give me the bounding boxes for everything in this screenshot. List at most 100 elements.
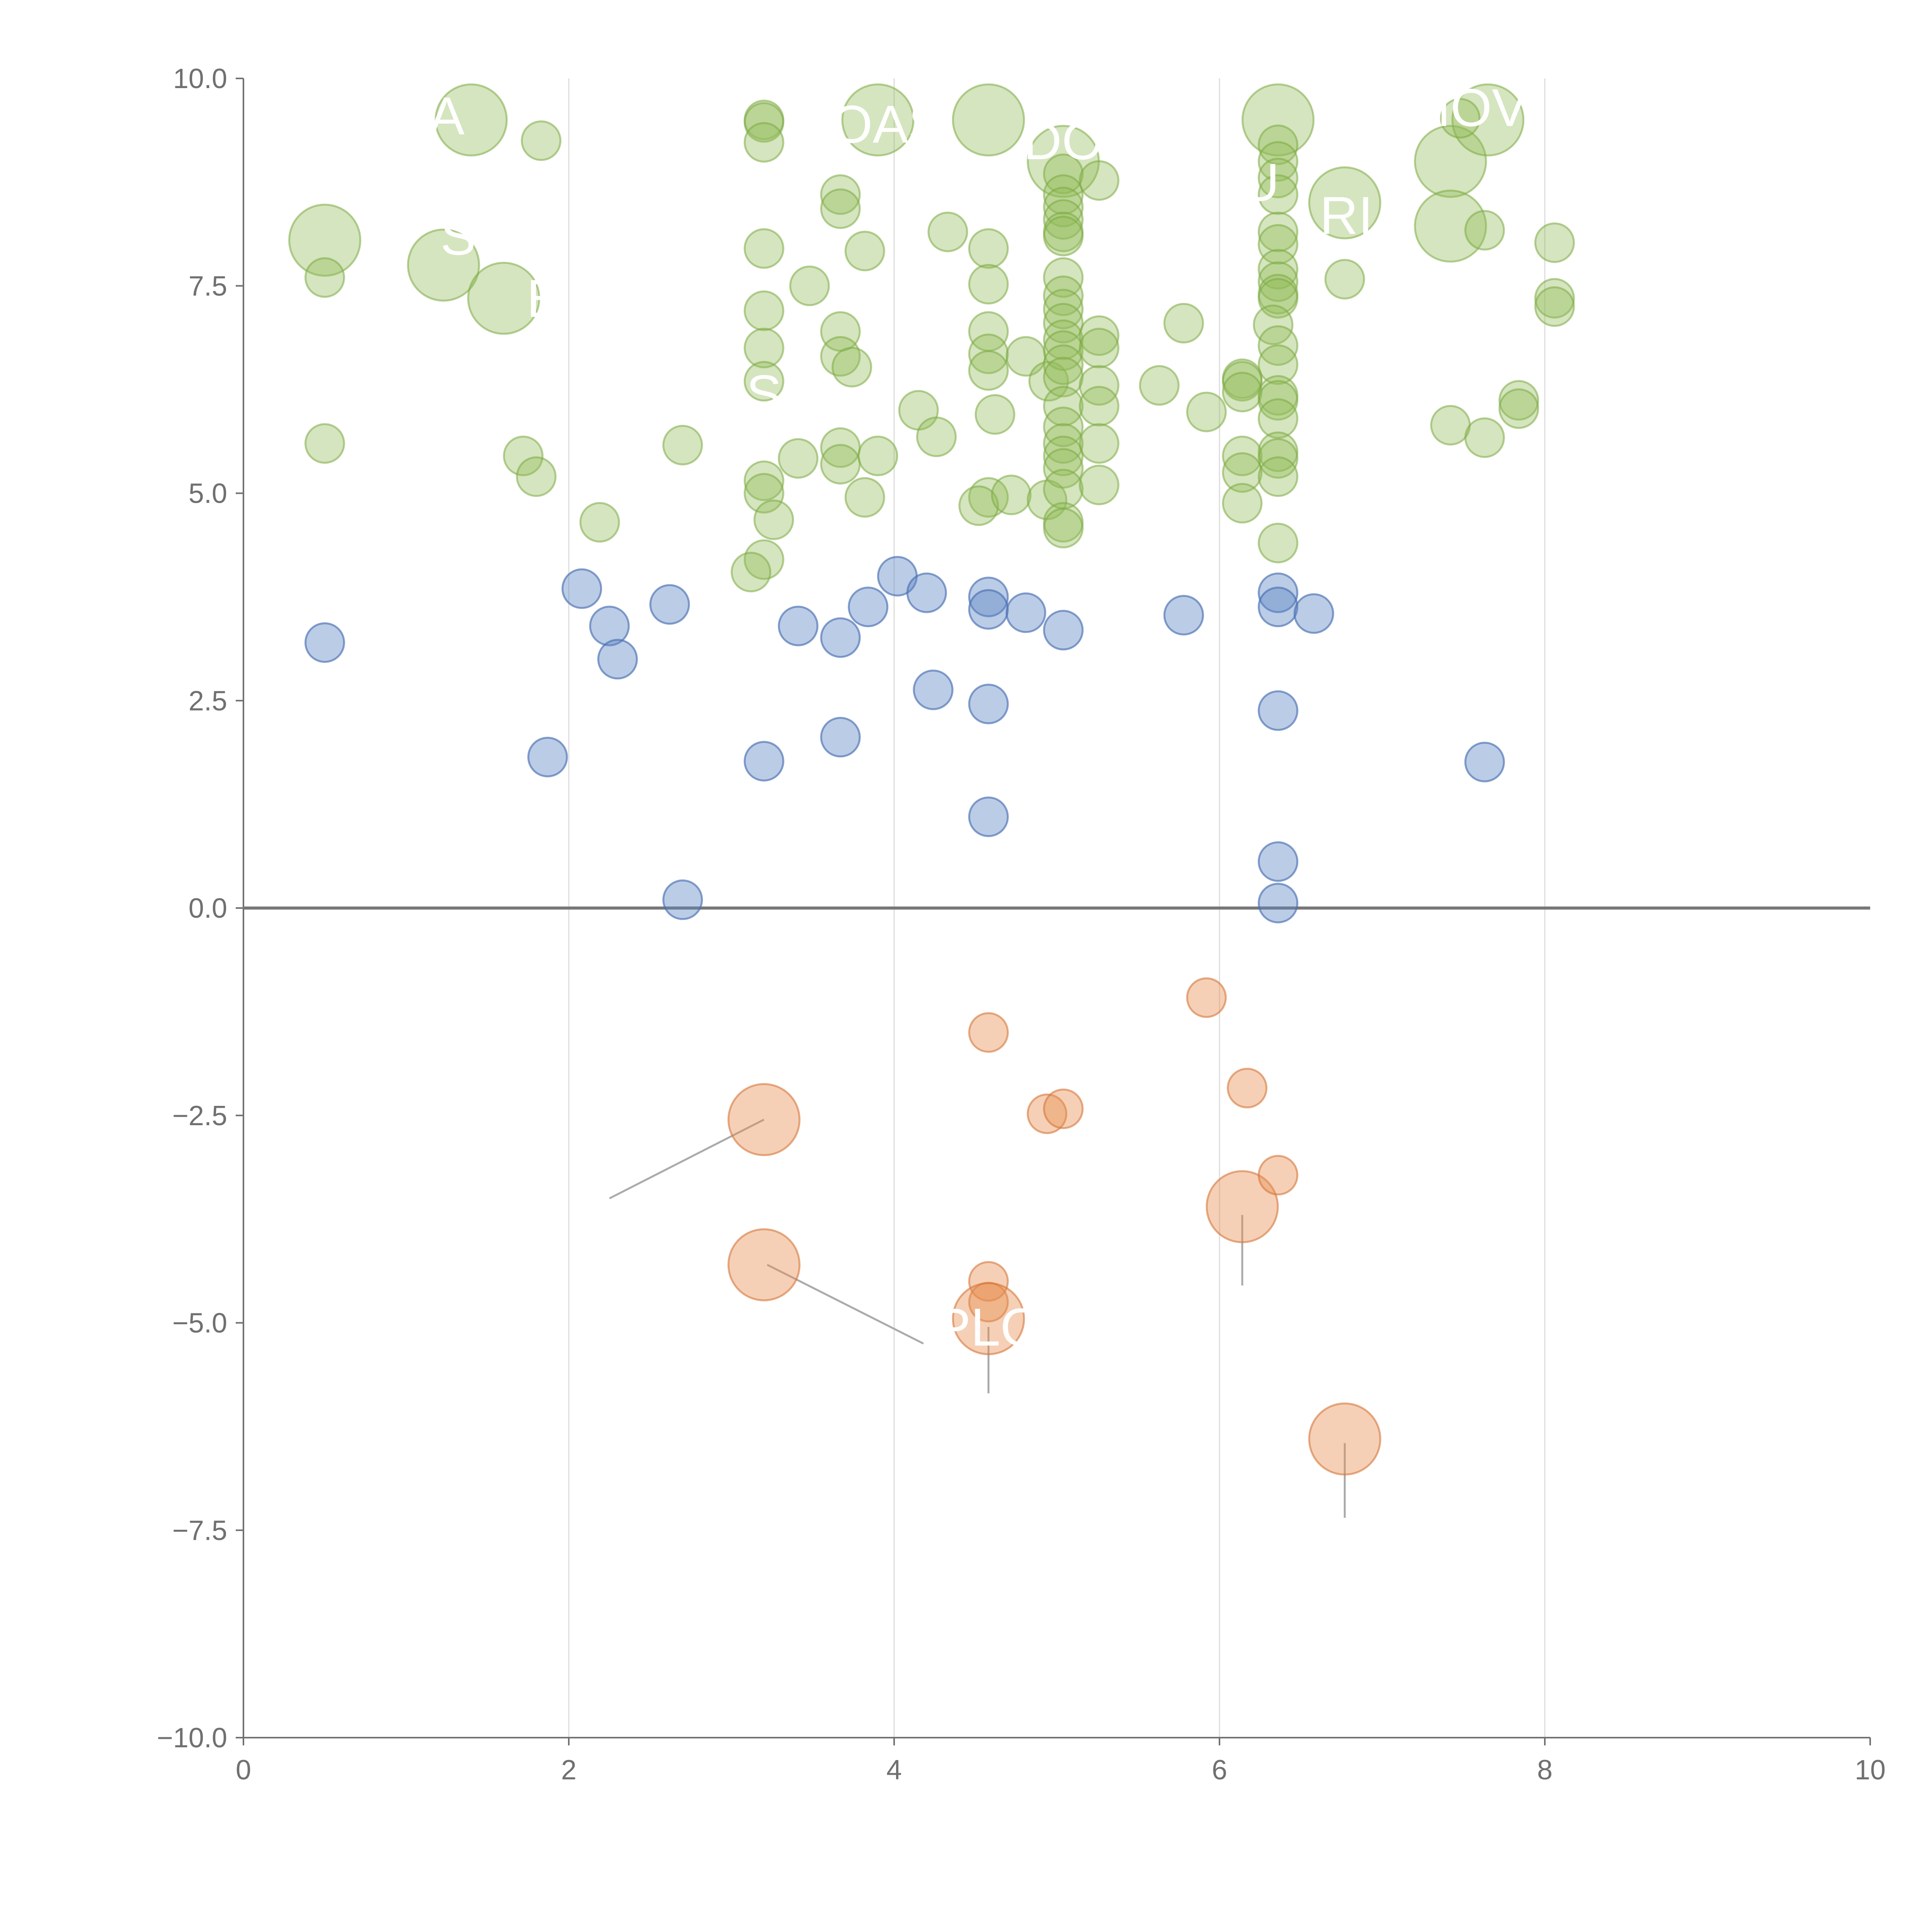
data-point-mid bbox=[597, 639, 638, 680]
data-point-high bbox=[1078, 328, 1119, 369]
data-point-high bbox=[1043, 187, 1084, 228]
data-point-mid bbox=[1258, 883, 1299, 923]
leader-layer bbox=[609, 1119, 1346, 1518]
data-point-high bbox=[1414, 189, 1487, 263]
data-point-mid bbox=[968, 796, 1009, 837]
data-point-high bbox=[778, 438, 819, 479]
data-point-high bbox=[520, 120, 561, 161]
y-tick-label: 0.0 bbox=[189, 893, 227, 924]
data-point-high bbox=[1414, 125, 1487, 198]
data-point-mid bbox=[1258, 841, 1299, 882]
data-point-high bbox=[1258, 174, 1299, 215]
data-point-high bbox=[1308, 166, 1381, 240]
data-point-negative bbox=[727, 1228, 801, 1301]
data-point-high bbox=[743, 539, 784, 580]
data-point-high bbox=[579, 502, 620, 543]
data-point-high bbox=[1258, 380, 1299, 421]
data-point-high bbox=[743, 473, 784, 514]
data-point-mid bbox=[1258, 587, 1299, 628]
data-point-high bbox=[1078, 386, 1119, 427]
data-point-high bbox=[743, 228, 784, 269]
point-annotation: BOAS bbox=[796, 95, 944, 154]
data-point-high bbox=[1258, 224, 1299, 265]
data-point-high bbox=[1534, 222, 1575, 263]
data-point-high bbox=[1534, 278, 1575, 319]
data-point-mid bbox=[527, 736, 568, 777]
data-point-high bbox=[968, 350, 1009, 391]
data-point-high bbox=[1253, 304, 1294, 345]
data-point-mid bbox=[649, 584, 690, 625]
data-point-high bbox=[1464, 210, 1505, 251]
x-tick-label: 2 bbox=[561, 1755, 577, 1786]
data-point-high bbox=[1440, 98, 1481, 139]
data-point-mid bbox=[561, 568, 602, 609]
point-annotation: MOV bbox=[1406, 78, 1527, 138]
data-point-high bbox=[1258, 124, 1299, 165]
point-annotation: S bbox=[440, 207, 476, 266]
data-point-mid bbox=[304, 622, 345, 663]
data-point-mid bbox=[743, 741, 784, 782]
data-point-high bbox=[1186, 391, 1227, 432]
data-point-negative bbox=[968, 1261, 1009, 1302]
data-point-high bbox=[662, 425, 703, 466]
data-point-mid bbox=[968, 684, 1009, 724]
data-point-high bbox=[467, 262, 541, 335]
data-point-high bbox=[1163, 303, 1204, 344]
data-point-mid bbox=[1258, 690, 1299, 731]
data-point-high bbox=[304, 423, 345, 464]
data-point-mid bbox=[848, 587, 889, 628]
data-point-high bbox=[1222, 372, 1263, 413]
data-point-high bbox=[1258, 261, 1299, 302]
data-point-high bbox=[927, 211, 968, 252]
y-tick-label: 7.5 bbox=[189, 271, 227, 302]
data-point-high bbox=[1258, 211, 1299, 252]
data-point-high bbox=[820, 188, 861, 229]
data-point-high bbox=[743, 328, 784, 369]
data-point-high bbox=[968, 228, 1009, 269]
data-point-negative bbox=[1227, 1068, 1268, 1109]
x-tick-label: 0 bbox=[236, 1755, 251, 1786]
data-point-high bbox=[1043, 174, 1084, 215]
data-point-high bbox=[1043, 344, 1084, 385]
point-annotation: DO bbox=[1023, 111, 1103, 171]
data-point-mid bbox=[1163, 595, 1204, 636]
data-point-high bbox=[1430, 405, 1471, 446]
data-point-high bbox=[841, 83, 915, 156]
y-tick-label: 2.5 bbox=[189, 685, 227, 716]
y-tick-label: −2.5 bbox=[172, 1100, 227, 1131]
data-point-negative bbox=[1206, 1170, 1279, 1243]
data-point-high bbox=[516, 456, 557, 497]
data-point-negative bbox=[1027, 1093, 1068, 1134]
data-point-high bbox=[1258, 456, 1299, 497]
data-point-mid bbox=[1043, 610, 1084, 651]
data-point-high bbox=[820, 336, 861, 377]
data-point-high bbox=[731, 551, 772, 592]
data-point-high bbox=[503, 435, 544, 476]
data-point-mid bbox=[1293, 593, 1334, 634]
data-point-high bbox=[1078, 160, 1119, 201]
y-tick-label: −10.0 bbox=[157, 1723, 227, 1753]
data-point-mid bbox=[1258, 572, 1299, 613]
data-point-high bbox=[1498, 388, 1539, 429]
data-point-high bbox=[820, 174, 861, 215]
data-point-mid bbox=[820, 617, 861, 658]
data-point-high bbox=[1258, 249, 1299, 290]
data-point-mid bbox=[968, 589, 1009, 630]
axis-layer: 10.0 7.5 5.0 2.5 0.0 −2.5 −5.0 −7.5 −10.0 0 2 4 6 8 10 bbox=[157, 63, 1886, 1786]
data-point-negative bbox=[727, 1083, 801, 1156]
data-point-high bbox=[1078, 365, 1119, 406]
data-point-negative bbox=[952, 1282, 1025, 1355]
data-point-mid bbox=[662, 879, 703, 920]
data-point-high bbox=[1222, 435, 1263, 476]
data-point-high bbox=[1498, 380, 1539, 421]
data-point-high bbox=[1043, 199, 1084, 240]
data-point-high bbox=[1043, 386, 1084, 427]
data-point-high bbox=[743, 361, 784, 402]
data-point-high bbox=[1043, 289, 1084, 330]
data-point-high bbox=[1078, 423, 1119, 464]
data-point-high bbox=[743, 290, 784, 331]
data-point-mid bbox=[913, 669, 954, 710]
data-point-negative bbox=[1308, 1402, 1381, 1476]
y-tick-label: −7.5 bbox=[172, 1515, 227, 1546]
